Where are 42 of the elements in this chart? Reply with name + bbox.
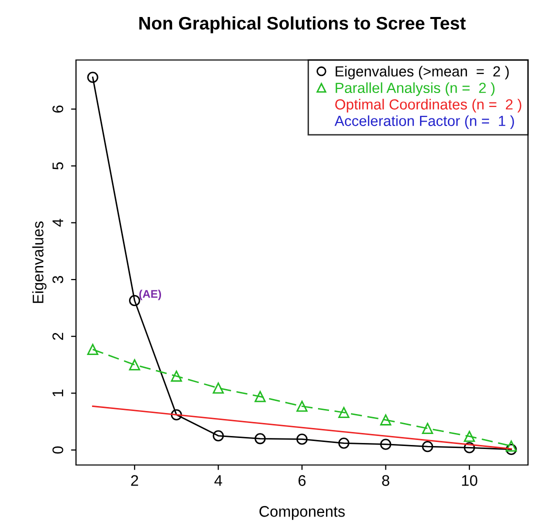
point [380, 414, 392, 426]
x-tick-label: 8 [382, 475, 390, 486]
point [422, 441, 434, 452]
point [129, 295, 140, 306]
point [254, 433, 266, 444]
point [254, 391, 266, 402]
y-tick-label: 3 [52, 276, 64, 284]
point [338, 438, 350, 449]
annotation: (AE) [139, 290, 162, 300]
legend-label: Parallel Analysis (n = 2 ) [336, 82, 495, 96]
text: Optimal Coordinates (n = 2 ) [335, 98, 522, 112]
point [338, 406, 350, 418]
point [380, 438, 392, 450]
x-tick-label: 6 [298, 475, 306, 486]
legend-label: Acceleration Factor (n = 1 ) [334, 115, 514, 129]
point [129, 359, 140, 370]
x-tick-label: 4 [214, 475, 222, 486]
point [212, 430, 224, 442]
point [212, 382, 224, 394]
x-tick-label: 10 [462, 475, 478, 486]
y-axis-title: Eigenvalues [32, 221, 46, 303]
point [506, 444, 517, 455]
point [464, 430, 475, 442]
y-tick-label: 0 [52, 446, 64, 454]
x-axis-title: Components [259, 506, 345, 520]
y-tick-label: 5 [52, 162, 64, 170]
y-tick-label: 6 [52, 106, 64, 113]
point [296, 434, 308, 445]
y-tick-label: 1 [52, 390, 64, 396]
legend-label: Eigenvalues (>mean = 2 ) [336, 66, 509, 80]
chart-title: Non Graphical Solutions to Scree Test [139, 16, 466, 34]
point [296, 400, 308, 412]
x-tick-label: 2 [131, 475, 138, 486]
point [422, 422, 434, 434]
point [87, 344, 98, 355]
point [170, 370, 182, 382]
y-tick-label: 4 [52, 218, 64, 227]
y-tick-label: 2 [52, 332, 64, 340]
point [170, 409, 182, 420]
point [506, 440, 517, 452]
point [87, 72, 98, 83]
point [464, 442, 475, 454]
